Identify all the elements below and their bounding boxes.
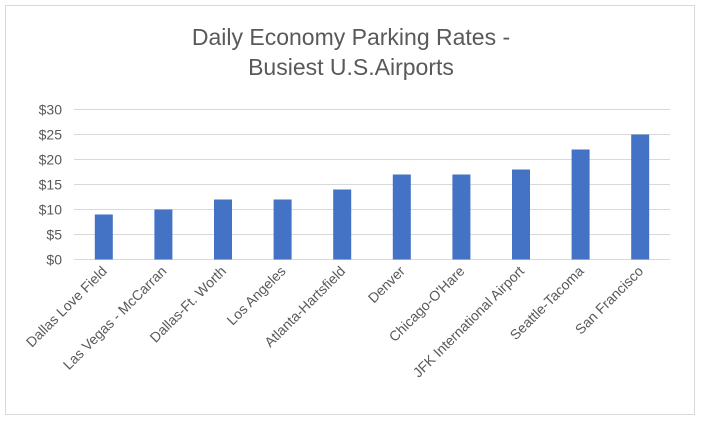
y-tick-label: $20 xyxy=(39,152,63,168)
y-tick-label: $15 xyxy=(39,177,63,193)
x-tick-label: Denver xyxy=(365,263,408,306)
y-tick-label: $5 xyxy=(46,227,62,243)
bar xyxy=(214,199,232,260)
y-tick-label: $0 xyxy=(46,252,62,268)
bar xyxy=(452,174,471,260)
chart-title: Daily Economy Parking Rates - Busiest U.… xyxy=(0,22,702,82)
bar xyxy=(273,199,292,260)
x-tick-label: JFK International Airport xyxy=(410,263,528,381)
y-tick-label: $30 xyxy=(39,102,63,118)
bar xyxy=(94,214,113,260)
bar xyxy=(154,209,173,260)
x-tick-label: Los Angeles xyxy=(223,263,288,328)
bar xyxy=(333,189,352,260)
bar xyxy=(631,134,650,260)
bar xyxy=(571,149,590,260)
chart-frame xyxy=(5,5,695,415)
y-tick-label: $25 xyxy=(39,127,63,143)
bar xyxy=(512,169,530,260)
bar xyxy=(392,174,411,260)
y-tick-label: $10 xyxy=(39,202,63,218)
chart-title-line-1: Daily Economy Parking Rates - xyxy=(191,24,511,50)
x-tick-label: Las Vegas - McCarran xyxy=(60,263,170,373)
chart-title-line-2: Busiest U.S.Airports xyxy=(248,54,454,80)
